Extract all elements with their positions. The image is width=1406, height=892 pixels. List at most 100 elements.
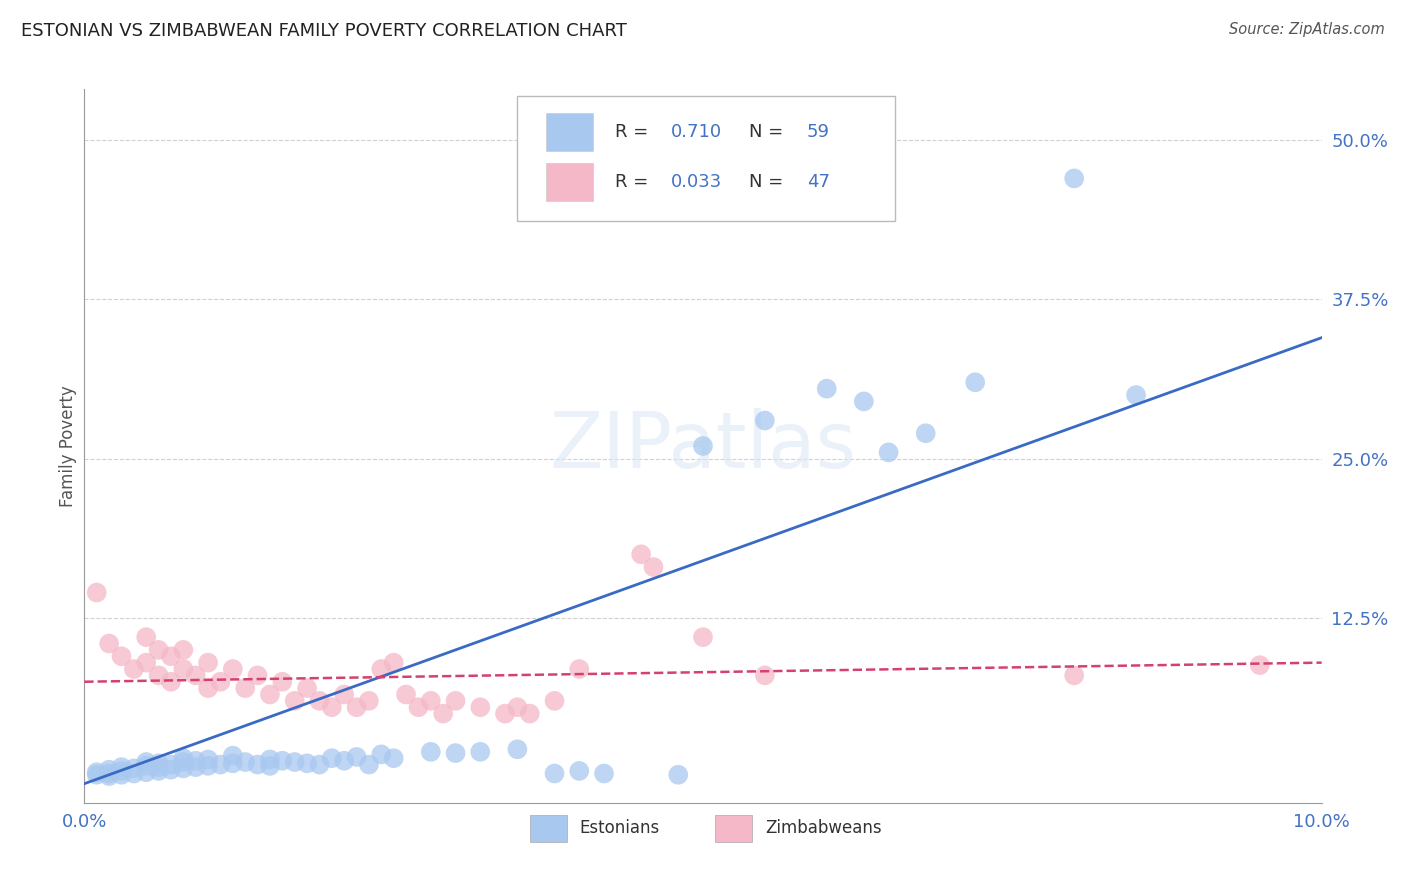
Text: Source: ZipAtlas.com: Source: ZipAtlas.com xyxy=(1229,22,1385,37)
Text: 59: 59 xyxy=(807,123,830,141)
Point xyxy=(259,688,281,702)
Point xyxy=(321,700,343,714)
Point xyxy=(271,754,294,768)
Point xyxy=(965,376,987,390)
Point xyxy=(222,748,245,763)
Point xyxy=(444,694,467,708)
Point xyxy=(333,688,356,702)
Point xyxy=(172,662,194,676)
Point xyxy=(148,643,170,657)
Point xyxy=(692,630,714,644)
Point xyxy=(122,761,145,775)
Text: N =: N = xyxy=(749,123,789,141)
Point xyxy=(148,756,170,771)
Text: R =: R = xyxy=(616,173,654,191)
Point xyxy=(346,700,368,714)
Point xyxy=(222,662,245,676)
Point xyxy=(184,754,207,768)
Point xyxy=(382,751,405,765)
Point xyxy=(543,694,565,708)
Point xyxy=(815,382,838,396)
Text: ESTONIAN VS ZIMBABWEAN FAMILY POVERTY CORRELATION CHART: ESTONIAN VS ZIMBABWEAN FAMILY POVERTY CO… xyxy=(21,22,627,40)
Point xyxy=(692,439,714,453)
Point xyxy=(568,764,591,778)
Point xyxy=(630,547,652,561)
Point xyxy=(98,763,121,777)
Text: R =: R = xyxy=(616,123,654,141)
Point xyxy=(370,747,392,762)
Point xyxy=(98,769,121,783)
Point xyxy=(444,746,467,760)
Point xyxy=(470,700,492,714)
Point xyxy=(1125,388,1147,402)
FancyBboxPatch shape xyxy=(716,815,752,842)
Point xyxy=(914,426,936,441)
Point xyxy=(408,700,430,714)
Point xyxy=(370,662,392,676)
Point xyxy=(1249,658,1271,673)
Y-axis label: Family Poverty: Family Poverty xyxy=(59,385,77,507)
Point xyxy=(543,766,565,780)
Point xyxy=(209,674,232,689)
Point xyxy=(246,757,269,772)
Point xyxy=(135,630,157,644)
Point xyxy=(98,766,121,780)
Point xyxy=(568,662,591,676)
Text: ZIPatlas: ZIPatlas xyxy=(550,408,856,484)
Point xyxy=(308,757,330,772)
Point xyxy=(209,757,232,772)
Point xyxy=(308,694,330,708)
Point xyxy=(432,706,454,721)
Point xyxy=(395,688,418,702)
Point xyxy=(135,765,157,780)
Point xyxy=(284,755,307,769)
Point xyxy=(506,742,529,756)
Point xyxy=(1063,171,1085,186)
Point xyxy=(754,668,776,682)
Point xyxy=(172,755,194,769)
Point xyxy=(110,764,132,778)
Text: N =: N = xyxy=(749,173,789,191)
Point xyxy=(122,662,145,676)
Point xyxy=(135,656,157,670)
Point xyxy=(197,759,219,773)
Point xyxy=(172,643,194,657)
Point xyxy=(98,636,121,650)
Point xyxy=(593,766,616,780)
Point xyxy=(86,585,108,599)
Point xyxy=(110,760,132,774)
Point xyxy=(233,755,256,769)
Point xyxy=(86,768,108,782)
Point xyxy=(135,759,157,773)
Point xyxy=(271,674,294,689)
Point xyxy=(382,656,405,670)
Point xyxy=(295,681,318,695)
Point xyxy=(86,765,108,780)
Point xyxy=(184,760,207,774)
Point xyxy=(246,668,269,682)
Text: 0.710: 0.710 xyxy=(671,123,721,141)
Point xyxy=(259,752,281,766)
Point xyxy=(110,768,132,782)
FancyBboxPatch shape xyxy=(546,163,593,201)
Point xyxy=(160,674,183,689)
Point xyxy=(233,681,256,695)
Text: Zimbabweans: Zimbabweans xyxy=(765,819,882,837)
Point xyxy=(494,706,516,721)
Point xyxy=(122,766,145,780)
Point xyxy=(419,694,441,708)
Point xyxy=(222,756,245,771)
Point xyxy=(160,649,183,664)
Point xyxy=(346,750,368,764)
Point xyxy=(419,745,441,759)
Point xyxy=(519,706,541,721)
Point xyxy=(197,681,219,695)
Point xyxy=(333,754,356,768)
Point xyxy=(357,757,380,772)
Point xyxy=(172,761,194,775)
Point xyxy=(148,668,170,682)
Point xyxy=(754,413,776,427)
Point xyxy=(643,560,665,574)
FancyBboxPatch shape xyxy=(546,113,593,151)
Point xyxy=(259,759,281,773)
